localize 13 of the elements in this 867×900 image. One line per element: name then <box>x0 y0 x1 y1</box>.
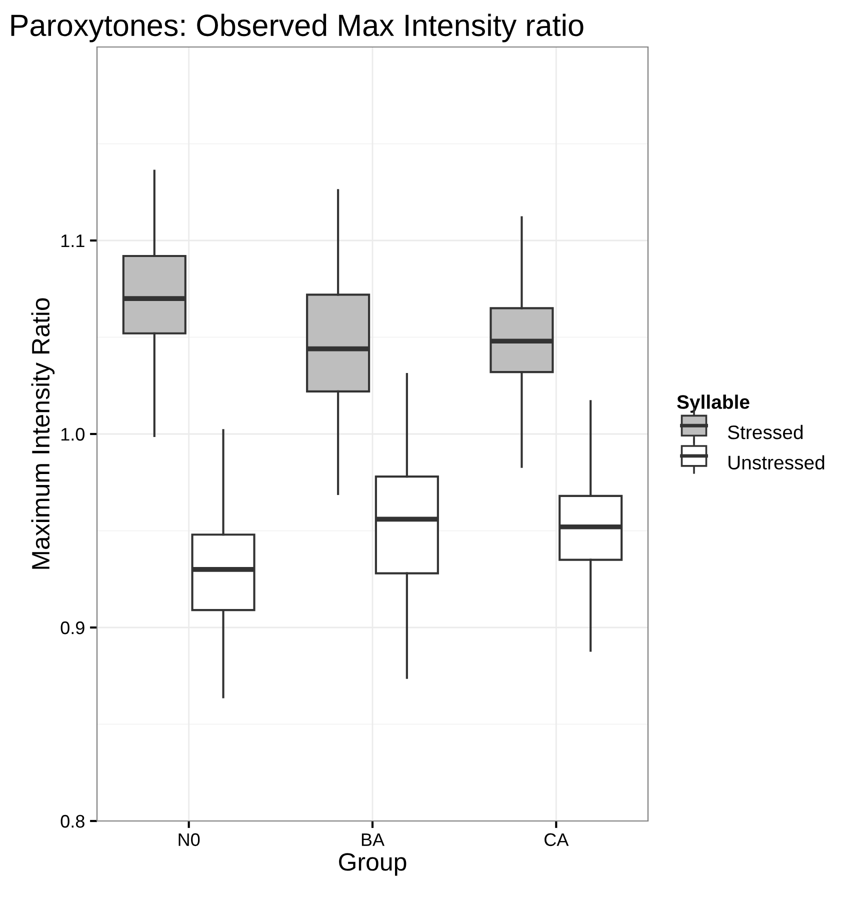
x-tick-label: N0 <box>178 833 200 846</box>
y-tick-label: 1.0 <box>61 428 84 441</box>
y-tick-label: 0.9 <box>60 621 84 634</box>
x-tick-label: BA <box>362 833 385 846</box>
y-axis-title: Maximum Intensity Ratio <box>31 298 55 569</box>
legend-title: Syllable <box>677 394 750 413</box>
chart-title: Paroxytones: Observed Max Intensity ratio <box>11 14 584 42</box>
y-tick-label: 0.8 <box>60 814 84 828</box>
y-tick-label: 1.1 <box>61 234 84 248</box>
legend-label: Stressed <box>728 424 803 440</box>
x-tick-label: CA <box>544 833 569 846</box>
x-axis-title: Group <box>339 853 406 876</box>
legend-label: Unstressed <box>728 455 824 470</box>
